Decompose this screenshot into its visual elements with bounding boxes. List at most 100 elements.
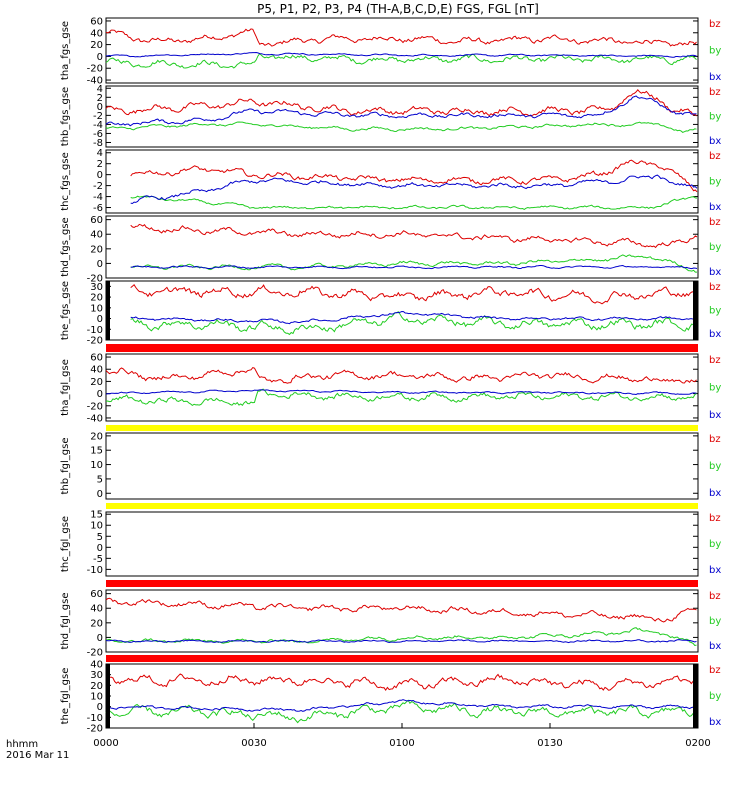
legend-by: by [709, 691, 721, 702]
y-axis-label: thb_fgs_gse [60, 87, 71, 146]
legend-by: by [709, 177, 721, 188]
y-tick-label: 0 [97, 52, 103, 63]
legend-bx: bx [709, 202, 721, 213]
series-line-by [130, 254, 697, 273]
panel-frame [105, 215, 699, 279]
y-tick-label: 0 [97, 543, 103, 554]
series-line-bx [130, 310, 698, 325]
y-tick-label: 10 [90, 303, 103, 314]
y-tick-label: 5 [97, 474, 103, 485]
series-line-by [130, 195, 698, 210]
legend-by: by [709, 242, 721, 253]
y-tick-label: 10 [90, 460, 103, 471]
status-bar [106, 655, 698, 662]
series-line-bz [105, 28, 697, 47]
legend-bx: bx [709, 717, 721, 728]
series-line-bz [130, 284, 698, 305]
legend-bz: bz [709, 87, 721, 98]
series-line-by [130, 311, 698, 336]
legend-bx: bx [709, 329, 721, 340]
y-tick-label: -2 [93, 181, 103, 192]
series-line-by [105, 388, 697, 407]
series-line-bx [105, 95, 697, 127]
panel-thb_fgl_gse: 20 15 10 5 0 thb_fgl_gse bz by bx [60, 431, 721, 499]
data-gap-block [106, 664, 110, 728]
status-bars [106, 281, 698, 728]
legend-bx: bx [709, 410, 721, 421]
y-tick-label: 60 [90, 215, 103, 226]
series-line-bx [105, 699, 697, 712]
y-tick-label: 15 [90, 510, 103, 521]
legend-bx: bx [709, 267, 721, 278]
y-tick-label: 0 [97, 170, 103, 181]
y-tick-label: 4 [97, 148, 103, 159]
y-axis-label: tha_fgs_gse [60, 21, 71, 80]
series-line-bx [105, 639, 697, 644]
panel-frame [105, 149, 699, 214]
legend-bz: bz [709, 665, 721, 676]
series-line-by [105, 627, 697, 647]
y-tick-label: 20 [90, 293, 103, 304]
x-tick-label: 0030 [241, 738, 266, 749]
y-tick-label: 20 [90, 431, 103, 442]
data-gap-block [693, 281, 698, 340]
y-tick-label: 60 [90, 16, 103, 27]
y-tick-label: 60 [90, 353, 103, 364]
series-line-bz [105, 673, 697, 691]
data-gap-block [106, 281, 110, 340]
y-tick-label: -20 [87, 274, 103, 285]
legend-bx: bx [709, 488, 721, 499]
y-tick-label: -4 [93, 192, 103, 203]
series-line-bz [130, 159, 698, 193]
y-axis-label: thc_fgs_gse [60, 152, 71, 211]
y-tick-label: -40 [87, 413, 103, 424]
y-tick-label: -2 [93, 111, 103, 122]
legend-bz: bz [709, 355, 721, 366]
panel-frame [105, 589, 699, 653]
panel-frame [105, 85, 699, 148]
y-tick-label: 40 [90, 28, 103, 39]
x-tick-label: 0130 [537, 738, 562, 749]
y-tick-label: -40 [87, 76, 103, 87]
y-tick-label: -20 [87, 648, 103, 659]
x-tick-label: 0100 [389, 738, 414, 749]
series-line-bx [105, 389, 697, 396]
y-tick-label: 0 [97, 314, 103, 325]
x-axis: 0000 0030 0100 0130 0200 [93, 723, 711, 749]
panel-frame [105, 280, 699, 341]
legend-bx: bx [709, 72, 721, 83]
legend-by: by [709, 461, 721, 472]
y-tick-label: -10 [87, 713, 103, 724]
series-line-bz [105, 367, 697, 384]
y-tick-label: 0 [97, 102, 103, 113]
y-tick-label: 5 [97, 532, 103, 543]
status-bar [106, 580, 698, 587]
panel-frame [105, 663, 699, 729]
series-line-bx [130, 174, 698, 205]
legend-by: by [709, 616, 721, 627]
legend-bz: bz [709, 513, 721, 524]
legend-bx: bx [709, 641, 721, 652]
series-line-bz [105, 89, 697, 117]
legend-bx: bx [709, 136, 721, 147]
y-tick-label: 30 [90, 670, 103, 681]
y-tick-label: 0 [97, 702, 103, 713]
y-tick-label: -20 [87, 64, 103, 75]
y-tick-label: 20 [90, 377, 103, 388]
y-tick-label: 2 [97, 159, 103, 170]
y-tick-label: -20 [87, 724, 103, 735]
y-axis-label: thd_fgl_gse [60, 593, 71, 650]
y-tick-label: 0 [97, 633, 103, 644]
series-line-bx [130, 264, 698, 270]
panel-frame [105, 353, 699, 422]
y-tick-label: 40 [90, 365, 103, 376]
legend-bx: bx [709, 565, 721, 576]
legend-by: by [709, 539, 721, 550]
series-line-by [105, 52, 697, 69]
